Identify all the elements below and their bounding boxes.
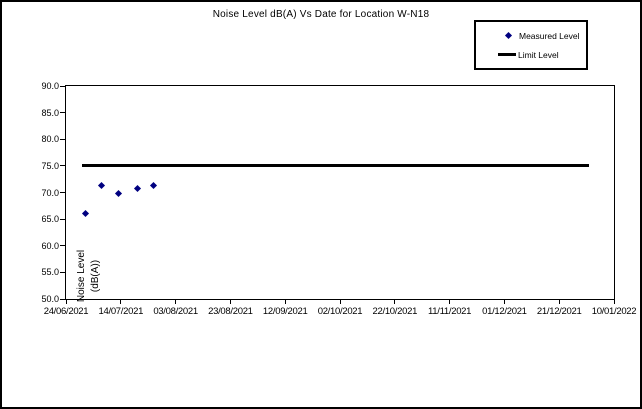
x-axis-tick-label: 02/10/2021	[317, 306, 363, 317]
x-axis-tick	[120, 300, 122, 304]
x-axis-tick-label: 23/08/2021	[208, 306, 253, 317]
legend-entry-limit-level: Limit Level	[478, 50, 584, 60]
y-axis-tick	[60, 165, 65, 167]
x-axis-tick	[65, 300, 67, 304]
x-axis-tick-label: 03/08/2021	[153, 306, 198, 317]
x-axis-tick	[503, 300, 505, 304]
x-axis-tick	[229, 300, 231, 304]
y-axis-tick-label: 60.0	[41, 240, 59, 251]
legend-limit-label: Limit Level	[518, 49, 559, 60]
y-axis-title-line1: Noise Level	[76, 249, 87, 303]
legend: Measured Level Limit Level	[474, 20, 588, 70]
y-axis-tick	[60, 245, 65, 247]
measured-level-point	[150, 181, 158, 189]
y-axis-tick-label: 70.0	[41, 187, 59, 198]
y-axis-tick	[60, 298, 65, 300]
x-axis-tick	[394, 300, 396, 304]
measured-level-point	[114, 189, 122, 197]
x-axis-tick-label: 22/10/2021	[372, 306, 418, 317]
y-axis-tick-label: 85.0	[41, 107, 59, 118]
x-axis-tick-label: 12/09/2021	[262, 306, 308, 317]
limit-level-line	[82, 164, 590, 168]
y-axis-tick-label: 65.0	[41, 214, 59, 225]
x-axis-tick-label: 01/12/2021	[482, 306, 527, 317]
y-axis-tick	[60, 138, 65, 140]
x-axis-tick	[339, 300, 341, 304]
x-axis-tick-label: 24/06/2021	[43, 306, 89, 317]
x-axis-tick	[613, 300, 615, 304]
y-axis-tick	[60, 112, 65, 114]
measured-level-point	[98, 182, 106, 190]
x-axis-tick	[449, 300, 451, 304]
chart-title: Noise Level dB(A) Vs Date for Location W…	[212, 9, 430, 20]
y-axis-tick-label: 90.0	[41, 81, 59, 91]
plot-area: Noise Level (dB(A)) 90.0 85.0 80.0 75.0 70.0…	[41, 81, 636, 317]
y-axis-tick	[60, 85, 65, 87]
y-axis-tick-label: 75.0	[41, 160, 59, 171]
y-axis-title-line2: (dB(A))	[90, 259, 101, 293]
y-axis-tick-label: 50.0	[41, 294, 59, 304]
y-axis-tick-label: 80.0	[41, 134, 59, 145]
y-axis-tick	[60, 271, 65, 273]
x-axis-tick-label: 14/07/2021	[98, 306, 144, 317]
measured-level-diamond-icon	[504, 31, 513, 40]
limit-level-line-icon	[498, 53, 516, 56]
x-axis-tick	[558, 300, 560, 304]
y-axis-title: Noise Level (dB(A))	[75, 196, 105, 356]
x-axis-tick-label: 10/01/2022	[591, 306, 637, 317]
x-axis-tick-label: 21/12/2021	[536, 306, 582, 317]
x-axis-tick	[175, 300, 177, 304]
legend-measured-label: Measured Level	[519, 30, 580, 41]
measured-level-point	[133, 184, 141, 192]
legend-entry-measured-level: Measured Level	[478, 31, 584, 41]
y-axis-tick-label: 55.0	[41, 267, 59, 278]
y-axis-tick	[60, 218, 65, 220]
x-axis-tick	[284, 300, 286, 304]
y-axis-tick	[60, 192, 65, 193]
x-axis-tick-label: 11/11/2021	[428, 306, 472, 317]
